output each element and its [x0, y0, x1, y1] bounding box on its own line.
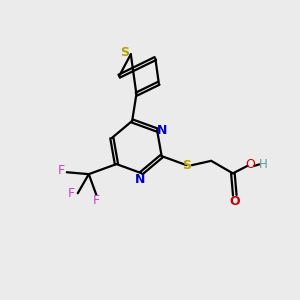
Text: O: O	[245, 158, 255, 171]
Text: F: F	[68, 187, 75, 200]
Text: F: F	[57, 164, 64, 177]
Text: S: S	[120, 46, 129, 59]
Text: O: O	[230, 195, 240, 208]
Text: N: N	[135, 172, 145, 185]
Text: N: N	[157, 124, 167, 136]
Text: F: F	[93, 194, 100, 207]
Text: S: S	[182, 159, 191, 172]
Text: H: H	[259, 158, 268, 171]
